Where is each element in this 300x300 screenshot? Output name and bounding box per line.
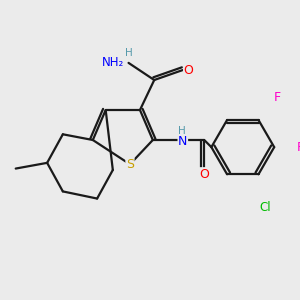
Text: N: N <box>178 135 188 148</box>
Text: NH₂: NH₂ <box>102 56 124 69</box>
Text: O: O <box>184 64 194 76</box>
Text: F: F <box>296 141 300 154</box>
Text: F: F <box>274 91 280 104</box>
Text: Cl: Cl <box>260 201 272 214</box>
Text: O: O <box>199 168 209 181</box>
Text: H: H <box>178 126 185 136</box>
Text: S: S <box>126 158 134 171</box>
Text: H: H <box>125 48 132 58</box>
